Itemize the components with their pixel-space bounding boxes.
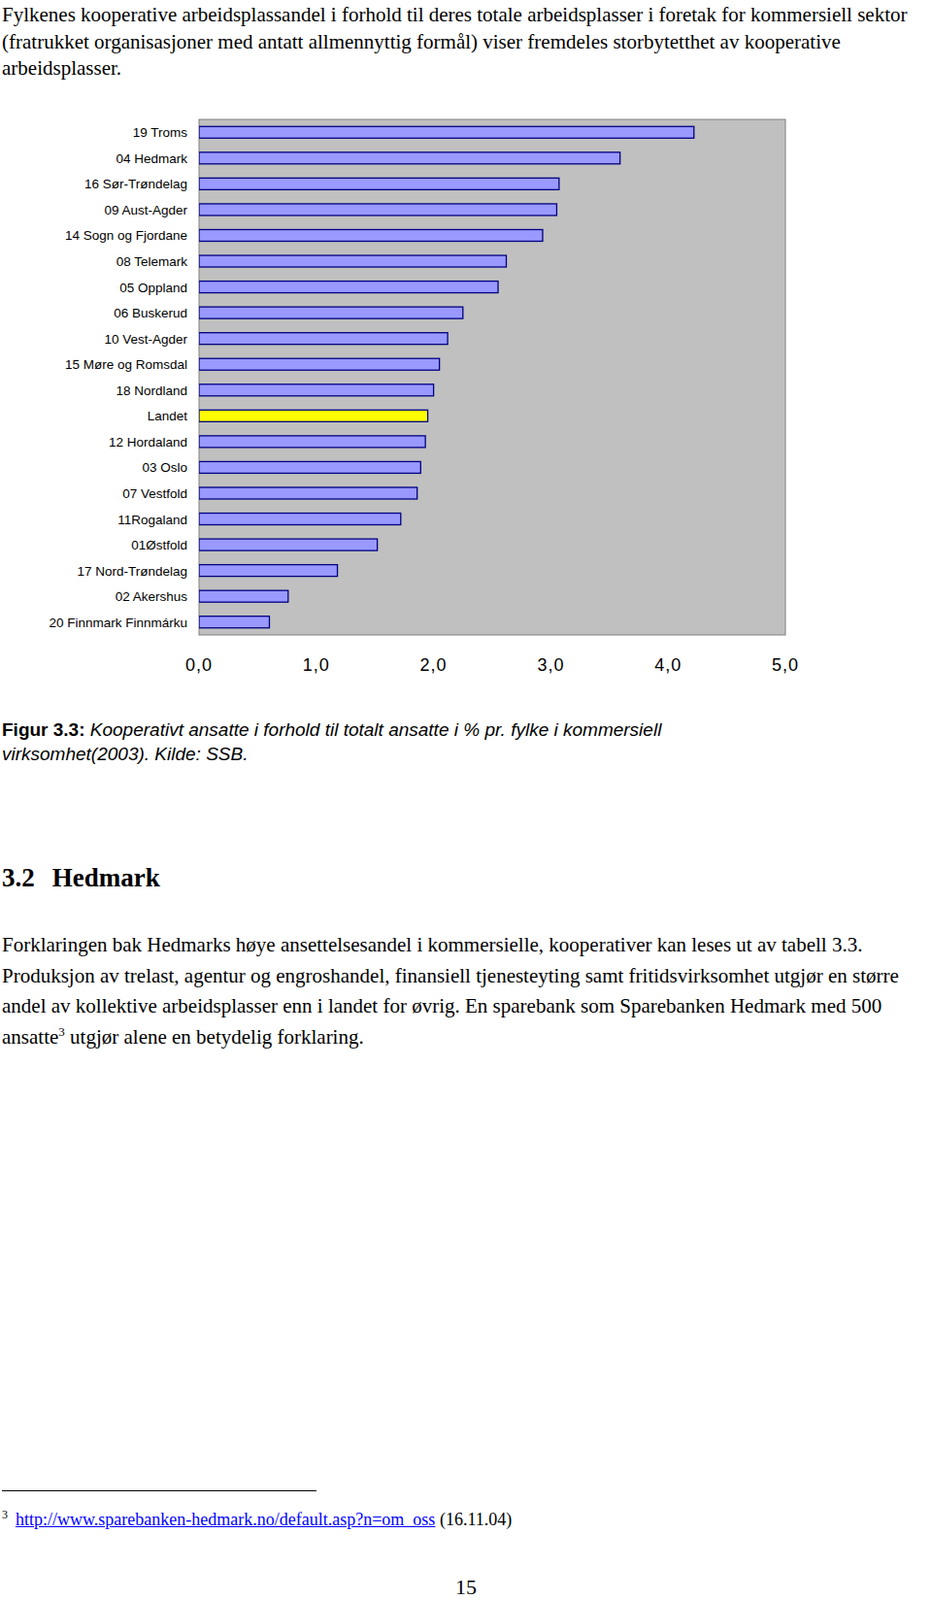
bar	[199, 229, 543, 241]
body-text: utgjør alene en betydelig forklaring.	[65, 1025, 365, 1049]
section-heading: 3.2 Hedmark	[1, 861, 161, 895]
category-label: 17 Nord-Trøndelag	[76, 564, 188, 579]
bars	[199, 126, 695, 628]
category-label: 03 Oslo	[141, 460, 188, 475]
bar	[199, 513, 401, 526]
tick-label: 4,0	[654, 655, 682, 675]
bar	[199, 255, 506, 267]
bar	[199, 332, 448, 345]
bar	[199, 306, 464, 319]
footnote-number: 3	[1, 1507, 8, 1522]
chart: 19 Troms 04 Hedmark 16 Sør-Trøndelag 09 Aus…	[0, 0, 932, 699]
tick-label: 0,0	[185, 655, 213, 675]
section-number: 3.2	[1, 861, 35, 895]
footnote-rule	[1, 1490, 317, 1492]
caption-text: Kooperativt ansatte i forhold til totalt…	[1, 719, 662, 765]
category-label: 01Østfold	[131, 537, 188, 553]
category-label: 06 Buskerud	[113, 305, 188, 321]
bar	[199, 409, 429, 422]
bar	[199, 487, 418, 500]
bar	[199, 358, 440, 370]
category-label: 16 Sør-Trøndelag	[84, 176, 188, 192]
bar	[199, 281, 499, 294]
category-label: 05 Oppland	[119, 280, 188, 296]
bar	[199, 565, 338, 577]
bar	[199, 203, 557, 216]
footnote-link[interactable]: http://www.sparebanken-hedmark.no/defaul…	[15, 1509, 435, 1530]
section-title: Hedmark	[52, 863, 161, 893]
page-number: 15	[0, 1575, 932, 1599]
category-label: 07 Vestfold	[122, 486, 188, 501]
plot-area	[199, 119, 786, 635]
figure-caption: Figur 3.3: Kooperativt ansatte i forhold…	[1, 717, 808, 766]
category-label: 12 Hordaland	[108, 434, 188, 450]
bar	[199, 590, 289, 602]
category-label: Landet	[147, 408, 189, 424]
category-label: 18 Nordland	[115, 383, 188, 399]
bar	[199, 177, 560, 190]
bar	[199, 538, 378, 551]
tick-label: 3,0	[536, 655, 565, 675]
bar	[199, 616, 269, 629]
intro-paragraph: Fylkenes kooperative arbeidsplassandel i…	[1, 1, 920, 83]
category-label: 14 Sogn og Fjordane	[65, 228, 188, 243]
category-label: 15 Møre og Romsdal	[65, 357, 188, 372]
body-paragraph: Forklaringen bak Hedmarks høye ansettels…	[1, 930, 925, 1053]
bar	[199, 152, 621, 165]
footnote: 3 http://www.sparebanken-hedmark.no/defau…	[1, 1501, 512, 1532]
category-label: 10 Vest-Agder	[103, 332, 188, 347]
category-label: 04 Hedmark	[115, 151, 188, 167]
category-label: 11Rogaland	[117, 512, 188, 528]
footnote-date: (16.11.04)	[439, 1509, 512, 1530]
caption-label: Figur 3.3:	[1, 719, 86, 740]
bar	[199, 435, 426, 448]
bar	[199, 126, 695, 138]
footnote-ref: 3	[58, 1024, 66, 1039]
category-label: 02 Akershus	[115, 589, 189, 604]
category-label: 08 Telemark	[116, 254, 189, 269]
tick-label: 5,0	[771, 655, 799, 675]
tick-label: 2,0	[420, 655, 448, 675]
bar	[199, 461, 421, 473]
tick-label: 1,0	[302, 655, 331, 675]
category-label: 19 Troms	[133, 125, 189, 140]
category-label: 20 Finnmark Finnmárku	[48, 615, 188, 631]
bar	[199, 384, 434, 397]
category-label: 09 Aust-Agder	[103, 202, 188, 218]
